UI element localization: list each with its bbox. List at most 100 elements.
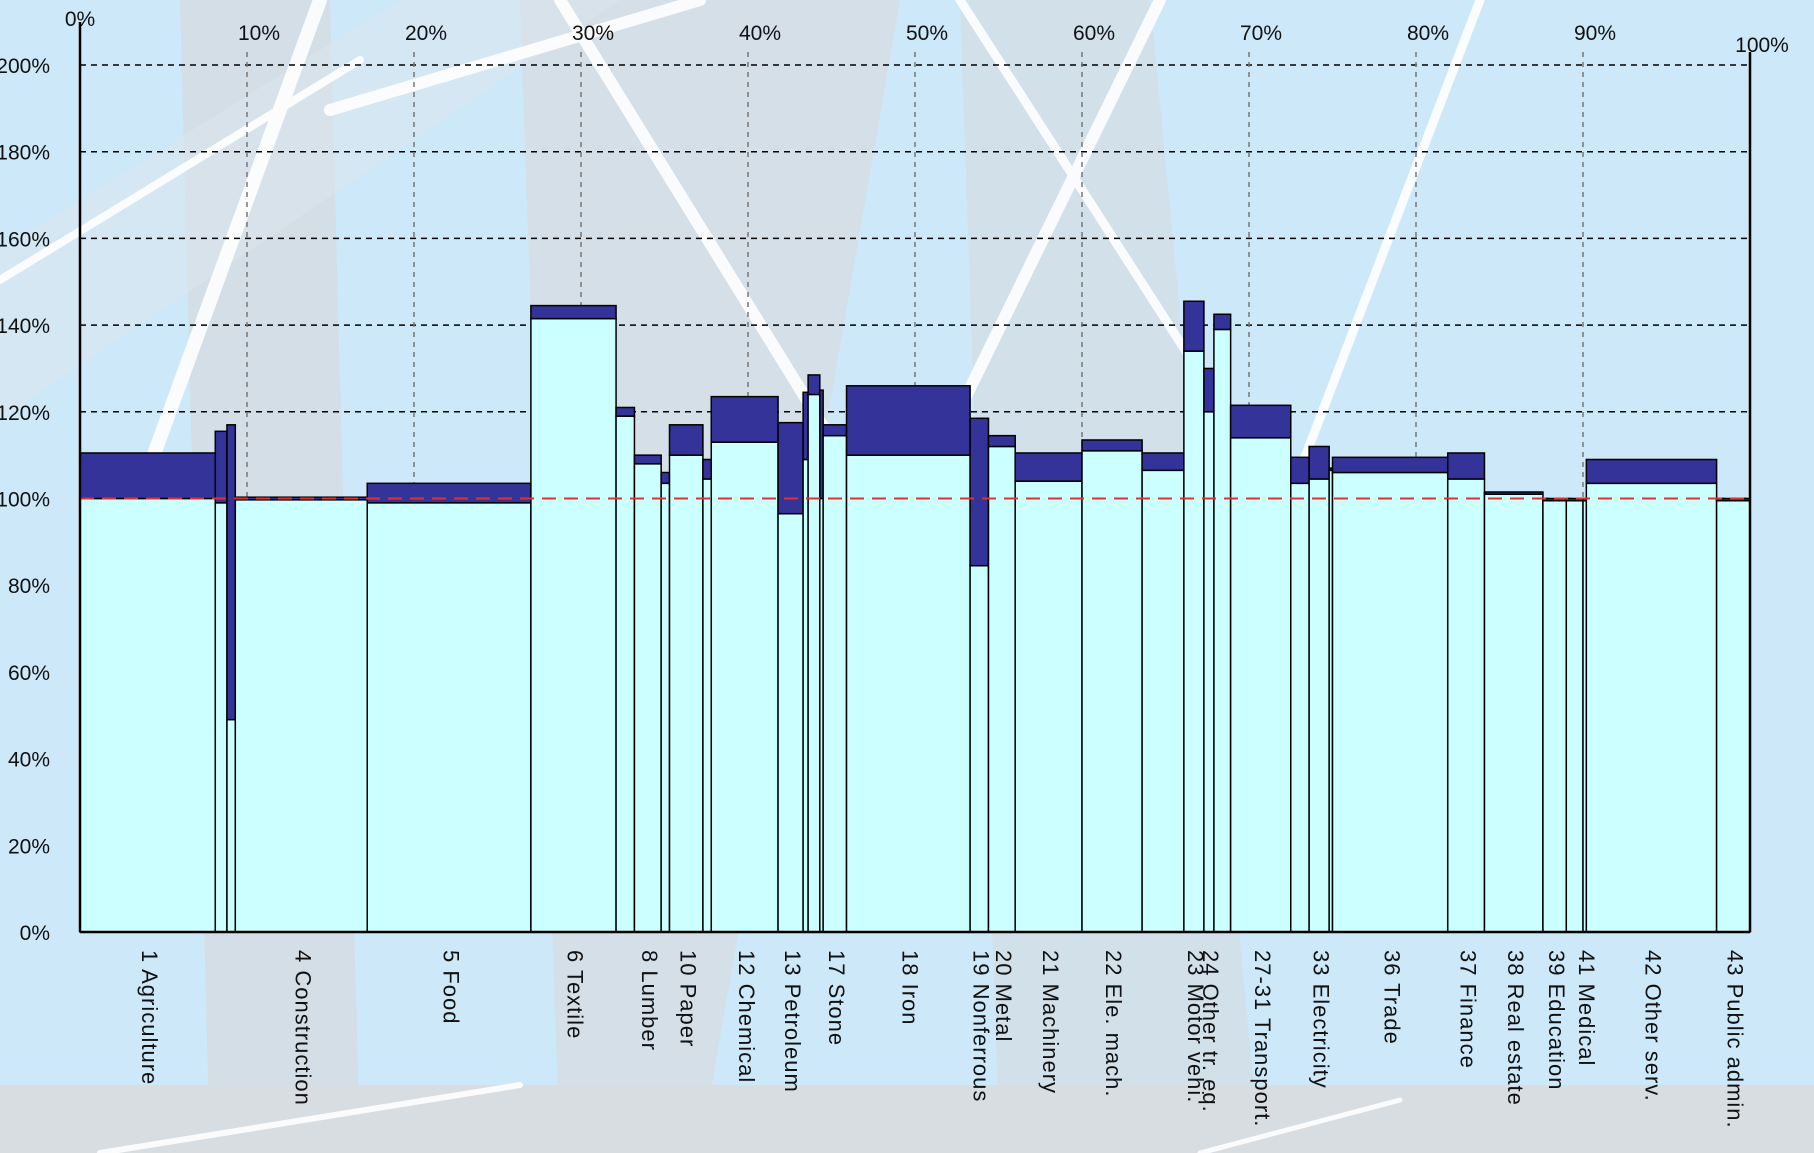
x-tick-label: 90%	[1574, 22, 1616, 45]
bar-upper	[1183, 300, 1205, 352]
bars	[79, 300, 1751, 933]
category-label: 12 Chemical	[734, 950, 759, 1083]
bar-upper	[660, 471, 671, 485]
x-tick-label: 70%	[1240, 22, 1282, 45]
bar-upper	[615, 406, 636, 417]
bar-lower	[234, 499, 368, 933]
bar-lower	[668, 454, 704, 933]
category-label: 27-31 Transport.	[1250, 950, 1275, 1127]
bar-upper	[366, 482, 532, 504]
category-label: 36 Trade	[1379, 950, 1404, 1045]
bar-lower	[214, 502, 228, 933]
y-tick-label: 160%	[0, 228, 50, 251]
y-tick-label: 200%	[0, 55, 50, 78]
bar-lower	[530, 317, 617, 933]
bar-lower	[987, 445, 1016, 933]
y-tick-label: 140%	[0, 315, 50, 338]
bar-upper	[1014, 452, 1083, 482]
bar-lower	[1565, 499, 1584, 933]
category-label: 20 Metal	[991, 950, 1016, 1042]
category-label: 13 Petroleum	[780, 950, 805, 1093]
bar-lower	[615, 415, 636, 933]
category-labels: 1 Agriculture 4 Construction 5 Food 6 Texti…	[137, 950, 1748, 1129]
y-tick-label: 40%	[8, 749, 50, 772]
bar-lower	[710, 441, 779, 933]
bar-upper	[214, 430, 228, 504]
x-tick-label: 20%	[405, 22, 447, 45]
bar-lower	[1141, 469, 1185, 933]
bar-lower	[822, 434, 848, 933]
category-label: 42 Other serv.	[1641, 950, 1666, 1102]
bar-lower	[969, 564, 990, 933]
category-label: 24 Other tr. eq.	[1198, 950, 1223, 1113]
category-label: 38 Real estate	[1503, 950, 1528, 1106]
category-label: 21 Machinery	[1038, 950, 1063, 1094]
bar-upper	[226, 424, 237, 721]
bar-lower	[845, 454, 971, 933]
x-axis-ticks: 0% 10% 20% 30% 40% 50% 60% 70% 80% 90% 100%	[65, 8, 1789, 57]
bar-upper	[1483, 491, 1544, 495]
category-label: 43 Public admin.	[1722, 950, 1747, 1129]
bar-lower	[1542, 499, 1568, 933]
y-tick-label: 80%	[8, 575, 50, 598]
bar-upper	[1141, 452, 1185, 472]
bar-upper	[969, 417, 990, 567]
x-tick-label: 0%	[65, 8, 95, 31]
bar-lower	[366, 502, 532, 933]
y-tick-label: 100%	[0, 489, 50, 512]
bar-lower	[79, 497, 217, 933]
bar-lower	[702, 478, 713, 933]
bar-lower	[1229, 437, 1292, 933]
bar-upper	[1331, 456, 1449, 474]
bar-upper	[987, 434, 1016, 448]
bar-upper	[530, 304, 617, 320]
y-tick-label: 60%	[8, 662, 50, 685]
bar-upper	[1229, 404, 1292, 439]
y-tick-label: 120%	[0, 402, 50, 425]
x-tick-label: 60%	[1073, 22, 1115, 45]
bar-lower	[1014, 480, 1083, 933]
category-label: 10 Paper	[675, 950, 700, 1047]
bar-upper	[1213, 313, 1232, 331]
bar-upper	[1203, 367, 1215, 413]
bar-lower	[1331, 471, 1449, 933]
y-tick-label: 0%	[20, 922, 50, 945]
bar-lower	[1585, 482, 1718, 933]
category-label: 1 Agriculture	[137, 950, 162, 1085]
bar-upper	[1308, 445, 1330, 480]
y-tick-label: 180%	[0, 142, 50, 165]
category-label: 8 Lumber	[637, 950, 662, 1051]
bar-lower	[1290, 482, 1310, 933]
category-label: 5 Food	[438, 950, 463, 1025]
category-label: 37 Finance	[1455, 950, 1480, 1069]
bar-upper	[807, 374, 821, 396]
x-tick-label: 100%	[1735, 34, 1789, 57]
bar-upper	[1081, 439, 1143, 452]
bar-upper	[1290, 456, 1310, 485]
bar-upper	[777, 421, 804, 515]
category-label: 6 Textile	[563, 950, 588, 1039]
category-label: 19 Nonferrous	[968, 950, 993, 1102]
category-label: 22 Ele. mach.	[1101, 950, 1126, 1098]
axes	[78, 22, 1752, 934]
bar-lower	[633, 463, 662, 933]
category-label: 18 Iron	[898, 950, 923, 1026]
bar-upper	[633, 454, 662, 465]
bar-upper	[79, 452, 217, 500]
bar-lower	[1483, 493, 1544, 933]
bar-upper	[845, 385, 971, 456]
bar-upper	[1585, 458, 1718, 485]
category-label: 33 Electricity	[1308, 950, 1333, 1089]
category-label: 17 Stone	[824, 950, 849, 1046]
bar-lower	[1446, 478, 1486, 933]
bar-upper	[668, 424, 704, 456]
bar-lower	[777, 512, 804, 933]
category-label: 39 Education	[1544, 950, 1569, 1090]
bar-lower	[807, 393, 821, 933]
bar-lower	[1183, 350, 1205, 933]
x-tick-label: 10%	[238, 22, 280, 45]
category-label: 23 Motor vehi.	[1183, 950, 1208, 1103]
x-tick-label: 80%	[1407, 22, 1449, 45]
bar-lower	[1213, 328, 1232, 933]
